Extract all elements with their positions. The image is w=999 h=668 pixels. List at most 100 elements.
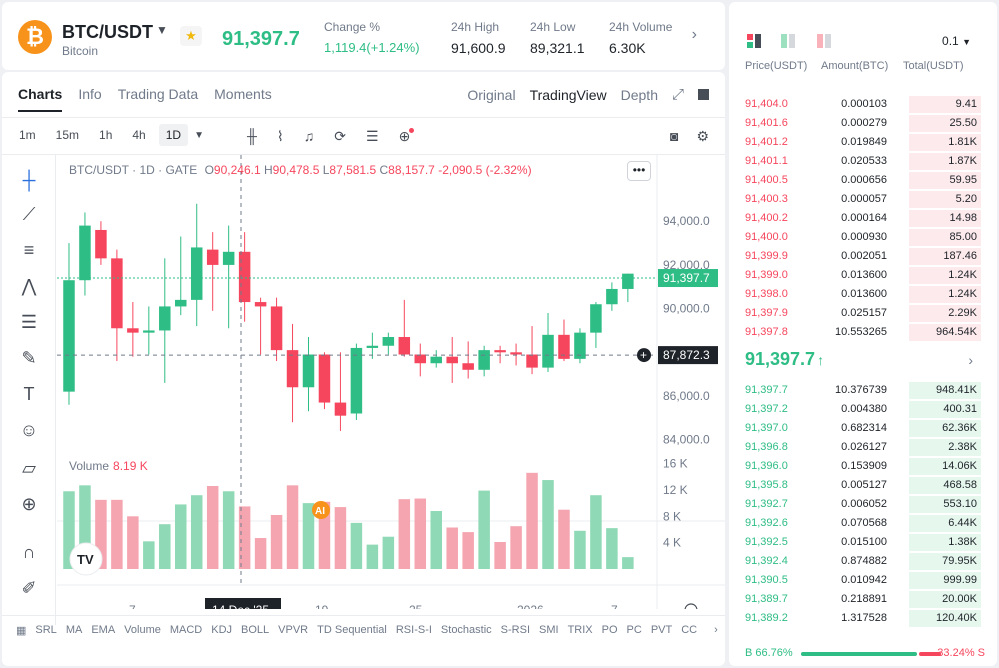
ask-row[interactable]: 91,400.0 0.000930 85.00 — [741, 228, 981, 247]
indicator-po[interactable]: PO — [601, 624, 618, 636]
ruler-icon[interactable]: ▱ — [22, 458, 36, 478]
price-step-select[interactable]: 0.1 ▼ — [942, 34, 971, 48]
ask-row[interactable]: 91,400.5 0.000656 59.95 — [741, 171, 981, 190]
expand-icon[interactable]: ⤢ — [671, 86, 684, 103]
tab-moments[interactable]: Moments — [214, 86, 272, 102]
bid-amount: 0.682314 — [841, 422, 887, 434]
indicator-ma[interactable]: MA — [65, 624, 83, 636]
indicator-cc[interactable]: CC — [681, 624, 698, 636]
chevron-down-icon[interactable]: ▼ — [156, 23, 168, 37]
ask-row[interactable]: 91,397.9 0.025157 2.29K — [741, 304, 981, 323]
indicator-ema[interactable]: EMA — [91, 624, 116, 636]
ask-row[interactable]: 91,404.0 0.000103 9.41 — [741, 95, 981, 114]
timeframe-15m[interactable]: 15m — [55, 128, 80, 142]
tab-trading-data[interactable]: Trading Data — [117, 86, 199, 102]
ask-row[interactable]: 91,401.2 0.019849 1.81K — [741, 133, 981, 152]
pattern-icon[interactable]: ⋀ — [21, 276, 37, 296]
magnet-icon[interactable]: ∩ — [22, 542, 36, 562]
indicator-pc[interactable]: PC — [626, 624, 642, 636]
indicator-vpvr[interactable]: VPVR — [278, 624, 309, 636]
timeframe-4h[interactable]: 4h — [132, 128, 146, 142]
indicator-rsi-s-i[interactable]: RSI-S-I — [395, 624, 432, 636]
ask-row[interactable]: 91,400.3 0.000057 5.20 — [741, 190, 981, 209]
crosshair-icon[interactable]: ┼ — [22, 170, 36, 190]
ask-row[interactable]: 91,398.0 0.013600 1.24K — [741, 285, 981, 304]
indicator-volume[interactable]: Volume — [124, 624, 161, 636]
timeframe-1d[interactable]: 1D — [158, 124, 189, 146]
favorite-star-icon[interactable]: ★ — [180, 26, 202, 46]
tab-info[interactable]: Info — [78, 86, 102, 102]
replay-icon[interactable]: ⟳ — [334, 127, 346, 144]
bid-row[interactable]: 91,392.7 0.006052 553.10 — [741, 495, 981, 514]
open-value: 90,246.1 — [213, 163, 261, 177]
bid-row[interactable]: 91,389.7 0.218891 20.00K — [741, 590, 981, 609]
candlestick-chart[interactable]: 94,000.092,000.090,000.088,000.086,000.0… — [57, 155, 725, 620]
text-tool-icon[interactable]: T — [23, 384, 35, 404]
bid-row[interactable]: 91,396.8 0.026127 2.38K — [741, 438, 981, 457]
lock-draw-icon[interactable]: ✐ — [21, 578, 37, 598]
bid-row[interactable]: 91,395.8 0.005127 468.58 — [741, 476, 981, 495]
timeframe-1m[interactable]: 1m — [19, 128, 36, 142]
ask-row[interactable]: 91,401.6 0.000279 25.50 — [741, 114, 981, 133]
indicator-srl[interactable]: SRL — [35, 624, 57, 636]
ask-row[interactable]: 91,401.1 0.020533 1.87K — [741, 152, 981, 171]
templates-icon[interactable]: ☰ — [366, 127, 379, 144]
bid-price: 91,389.7 — [745, 593, 788, 605]
bid-price: 91,392.7 — [745, 498, 788, 510]
indicator-trix[interactable]: TRIX — [567, 624, 593, 636]
book-both-view-icon[interactable] — [747, 34, 761, 48]
emoji-icon[interactable]: ☺ — [19, 420, 39, 440]
bid-row[interactable]: 91,397.0 0.682314 62.36K — [741, 419, 981, 438]
bid-row[interactable]: 91,396.0 0.153909 14.06K — [741, 457, 981, 476]
bid-row[interactable]: 91,392.6 0.070568 6.44K — [741, 514, 981, 533]
zoom-in-icon[interactable]: ⊕ — [21, 494, 37, 514]
timeframe-1h[interactable]: 1h — [99, 128, 113, 142]
calendar-icon[interactable]: ▦ — [16, 625, 27, 637]
indicator-macd[interactable]: MACD — [169, 624, 203, 636]
depth-bar — [909, 134, 981, 151]
view-tradingview[interactable]: TradingView — [529, 86, 607, 103]
chevron-right-icon[interactable]: › — [968, 352, 973, 368]
bid-row[interactable]: 91,389.2 1.317528 120.40K — [741, 609, 981, 628]
bid-row[interactable]: 91,390.5 0.010942 999.99 — [741, 571, 981, 590]
chart-canvas[interactable]: 94,000.092,000.090,000.088,000.086,000.0… — [57, 155, 725, 620]
ask-total: 59.95 — [949, 174, 977, 186]
indicator-td-sequential[interactable]: TD Sequential — [317, 624, 387, 636]
indicator-kdj[interactable]: KDJ — [211, 624, 233, 636]
bid-row[interactable]: 91,392.4 0.874882 79.95K — [741, 552, 981, 571]
tab-charts[interactable]: Charts — [18, 86, 63, 112]
indicator-pvt[interactable]: PVT — [650, 624, 673, 636]
trend-line-icon[interactable]: ⟋ — [22, 204, 36, 224]
timeframe-dropdown-icon[interactable]: ▼ — [194, 129, 204, 141]
view-original[interactable]: Original — [467, 86, 516, 103]
bid-row[interactable]: 91,397.7 10.376739 948.41K — [741, 381, 981, 400]
camera-icon[interactable]: ◙ — [669, 128, 679, 144]
indicator-s-rsi[interactable]: S-RSI — [500, 624, 531, 636]
book-bids-view-icon[interactable] — [781, 34, 795, 48]
more-options-icon[interactable]: ••• — [627, 161, 651, 181]
candle-type-icon[interactable]: ╫ — [247, 128, 257, 144]
chevron-right-icon[interactable]: › — [714, 624, 718, 636]
indicator-stochastic[interactable]: Stochastic — [440, 624, 492, 636]
alert-icon[interactable]: ♫ — [303, 128, 315, 144]
settings-gear-icon[interactable]: ⚙ — [696, 127, 709, 144]
indicator-smi[interactable]: SMI — [539, 624, 559, 636]
horizontal-lines-icon[interactable]: ≡ — [23, 240, 35, 260]
chevron-right-icon[interactable]: › — [691, 26, 697, 43]
ask-row[interactable]: 91,400.2 0.000164 14.98 — [741, 209, 981, 228]
view-depth[interactable]: Depth — [620, 86, 658, 103]
indicator-boll[interactable]: BOLL — [241, 624, 270, 636]
bid-row[interactable]: 91,397.2 0.004380 400.31 — [741, 400, 981, 419]
ask-row[interactable]: 91,399.0 0.013600 1.24K — [741, 266, 981, 285]
fib-icon[interactable]: ☰ — [20, 312, 38, 332]
brush-icon[interactable]: ✎ — [21, 348, 37, 368]
ask-price: 91,400.2 — [745, 212, 788, 224]
add-icon[interactable]: ⊕ — [399, 127, 415, 145]
book-asks-view-icon[interactable] — [817, 34, 831, 48]
ask-row[interactable]: 91,399.9 0.002051 187.46 — [741, 247, 981, 266]
ask-row[interactable]: 91,397.8 10.553265 964.54K — [741, 323, 981, 342]
indicators-icon[interactable]: ⌇ — [276, 127, 284, 144]
bid-row[interactable]: 91,392.5 0.015100 1.38K — [741, 533, 981, 552]
square-icon[interactable] — [698, 89, 709, 100]
pair-selector[interactable]: BTC/USDT — [62, 22, 153, 42]
